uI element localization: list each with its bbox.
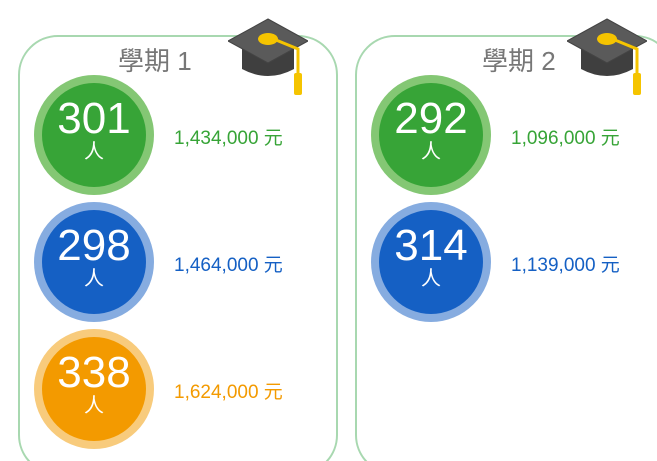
count-ring: 292 人 <box>371 75 491 195</box>
cap <box>226 13 310 97</box>
amount: 1,434,000 元 <box>174 128 283 149</box>
count: 301 <box>57 94 131 143</box>
panel-title: 學期 2 <box>482 46 556 76</box>
count-disc: 314 人 <box>379 210 483 314</box>
count-ring: 298 人 <box>34 202 154 322</box>
count-disc: 338 人 <box>42 337 146 441</box>
count: 338 <box>57 348 131 397</box>
amount: 1,139,000 元 <box>511 255 620 276</box>
cap-icon <box>565 18 649 95</box>
unit: 人 <box>84 268 104 290</box>
unit: 人 <box>421 141 441 163</box>
count-disc: 298 人 <box>42 210 146 314</box>
count: 292 <box>394 94 468 143</box>
amount: 1,096,000 元 <box>511 128 620 149</box>
item: 298 人 1,464,000 元 <box>34 202 334 326</box>
count: 298 <box>57 221 131 270</box>
panel: 學期 2 292 人 1,096,000 元 314 人 1,139,000 元 <box>355 18 657 461</box>
count-ring: 314 人 <box>371 202 491 322</box>
cap <box>565 13 649 97</box>
cap-icon <box>226 18 310 95</box>
unit: 人 <box>421 268 441 290</box>
item: 314 人 1,139,000 元 <box>371 202 657 326</box>
count-ring: 338 人 <box>34 329 154 449</box>
count-ring: 301 人 <box>34 75 154 195</box>
item: 301 人 1,434,000 元 <box>34 75 334 199</box>
unit: 人 <box>84 141 104 163</box>
count-disc: 292 人 <box>379 83 483 187</box>
unit: 人 <box>84 395 104 417</box>
item: 292 人 1,096,000 元 <box>371 75 657 199</box>
count-disc: 301 人 <box>42 83 146 187</box>
amount: 1,624,000 元 <box>174 382 283 403</box>
amount: 1,464,000 元 <box>174 255 283 276</box>
item: 338 人 1,624,000 元 <box>34 329 334 453</box>
panel-title: 學期 1 <box>118 46 192 76</box>
count: 314 <box>394 221 468 270</box>
panel: 學期 1 301 人 1,434,000 元 298 人 1,464,000 元 338 人 1,… <box>18 18 338 461</box>
